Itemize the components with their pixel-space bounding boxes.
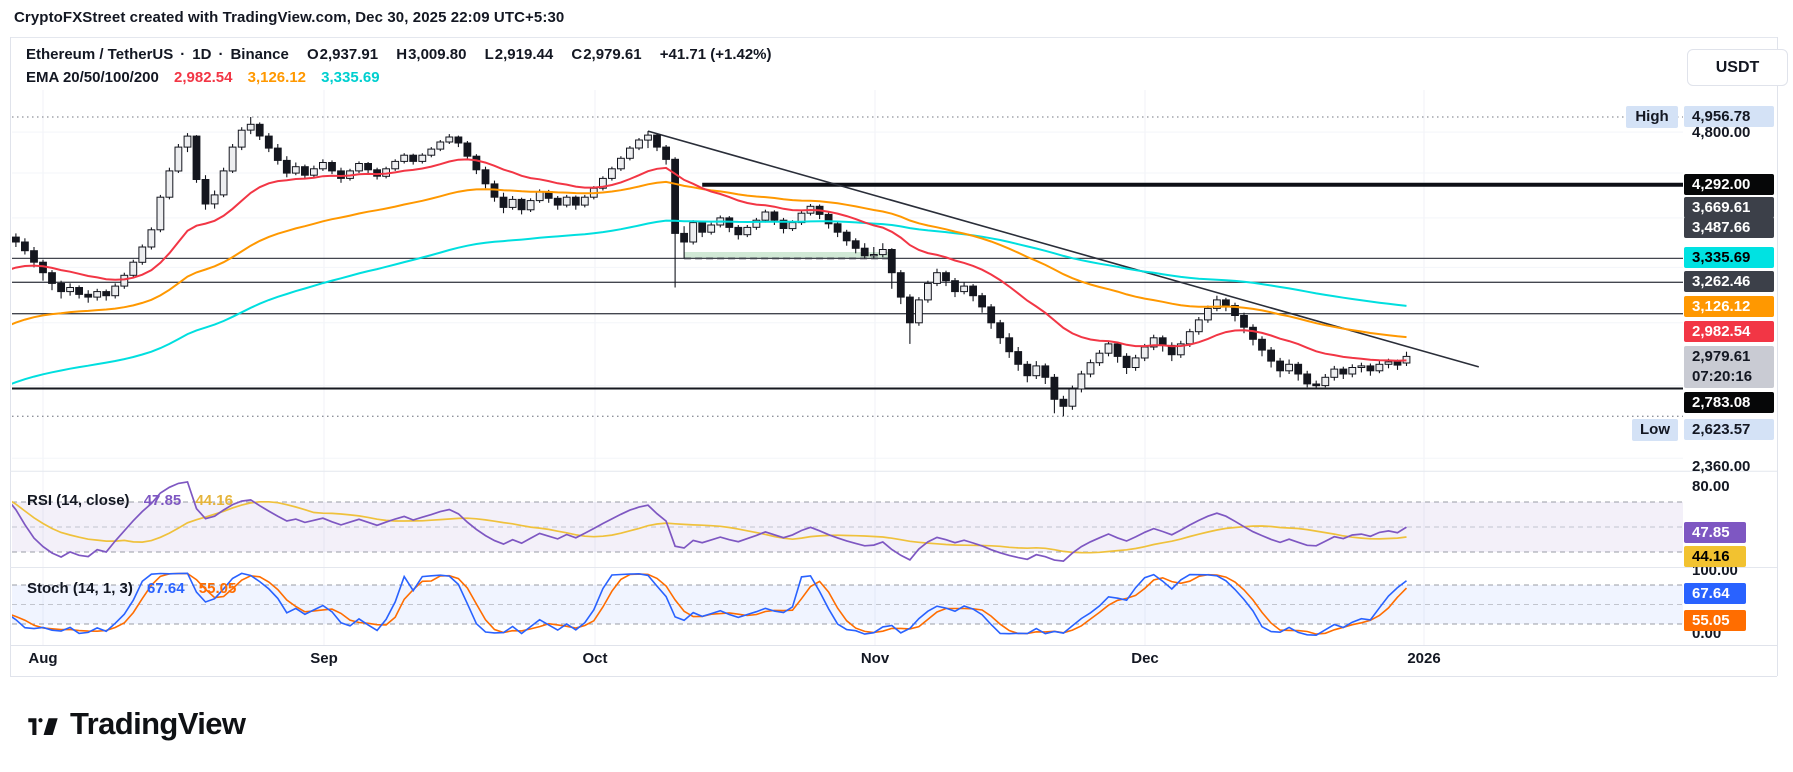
legend-separator: · [218,46,224,63]
ema50-value: 3,126.12 [247,69,306,86]
stoch-title: Stoch (14, 1, 3) [27,580,133,597]
rsi-pane-title[interactable]: RSI (14, close) 47.85 44.16 [27,492,233,509]
rsi-value: 47.85 [143,492,182,509]
close-label: C [571,46,583,63]
price-level-label: 55.05 [1684,609,1746,631]
high-label: H [396,46,408,63]
change-value: +41.71 (+1.42%) [659,46,772,63]
low-value-label: 2,623.57 [1684,419,1774,440]
bar-countdown: 07:20:16 [1692,368,1753,385]
price-level-label: 44.16 [1684,545,1746,567]
time-axis-label-2026: 2026 [1407,650,1441,667]
price-level-label: 47.85 [1684,521,1746,543]
last-price: 2,979.61 [1692,348,1751,365]
price-level-label: 2,783.08 [1684,391,1774,413]
ema100-value: 3,335.69 [321,69,380,86]
legend-separator: · [180,46,186,63]
last-price-label: 2,979.61 07:20:16 [1684,346,1774,388]
tradingview-logo-icon [28,717,58,735]
price-axis-tick: 80.00 [1692,478,1730,495]
stoch-d-value: 55.05 [198,580,237,597]
price-axis-tick: 4,800.00 [1692,124,1751,141]
interval-label[interactable]: 1D [192,46,212,63]
price-level-label: 3,262.46 [1684,270,1774,292]
watermark-credit: CryptoFXStreet created with TradingView.… [14,9,565,26]
currency-toggle-button[interactable]: USDT [1687,49,1788,86]
ema-label: EMA 20/50/100/200 [26,69,159,86]
high-value-label: 4,956.78 [1684,106,1774,127]
open-label: O [306,46,319,63]
open-value: 2,937.91 [319,46,379,63]
tradingview-logo-text: TradingView [70,706,246,741]
price-level-label: 2,982.54 [1684,320,1774,342]
price-level-label: 3,487.66 [1684,216,1774,238]
low-value: 2,919.44 [494,46,554,63]
price-level-label: 4,292.00 [1684,173,1774,195]
price-axis-tick: 2,360.00 [1692,458,1751,475]
price-level-label: 67.64 [1684,582,1746,604]
price-level-label: 3,669.61 [1684,196,1774,218]
price-level-label: 3,335.69 [1684,246,1774,268]
ema-legend[interactable]: EMA 20/50/100/200 2,982.54 3,126.12 3,33… [26,69,380,86]
high-tag: High [1626,106,1678,128]
symbol-legend: Ethereum / TetherUS · 1D · Binance O2,937.91… [26,46,772,63]
tradingview-logo[interactable]: TradingView [28,706,246,742]
low-tag: Low [1632,419,1678,441]
time-axis-label-sep: Sep [310,650,338,667]
high-value: 3,009.80 [408,46,467,63]
exchange-label[interactable]: Binance [230,46,289,63]
rsi-title: RSI (14, close) [27,492,130,509]
time-axis-label-nov: Nov [860,650,890,667]
time-axis-label-aug: Aug [28,650,58,667]
price-level-label: 3,126.12 [1684,295,1774,317]
rsi-ma-value: 44.16 [195,492,233,509]
close-value: 2,979.61 [583,46,642,63]
low-label: L [484,46,494,63]
time-axis-label-oct: Oct [582,650,608,667]
stoch-k-value: 67.64 [147,580,185,597]
ema20-value: 2,982.54 [174,69,233,86]
symbol-name[interactable]: Ethereum / TetherUS [26,46,174,63]
time-axis-label-dec: Dec [1131,650,1159,667]
stoch-pane-title[interactable]: Stoch (14, 1, 3) 67.64 55.05 [27,580,236,597]
